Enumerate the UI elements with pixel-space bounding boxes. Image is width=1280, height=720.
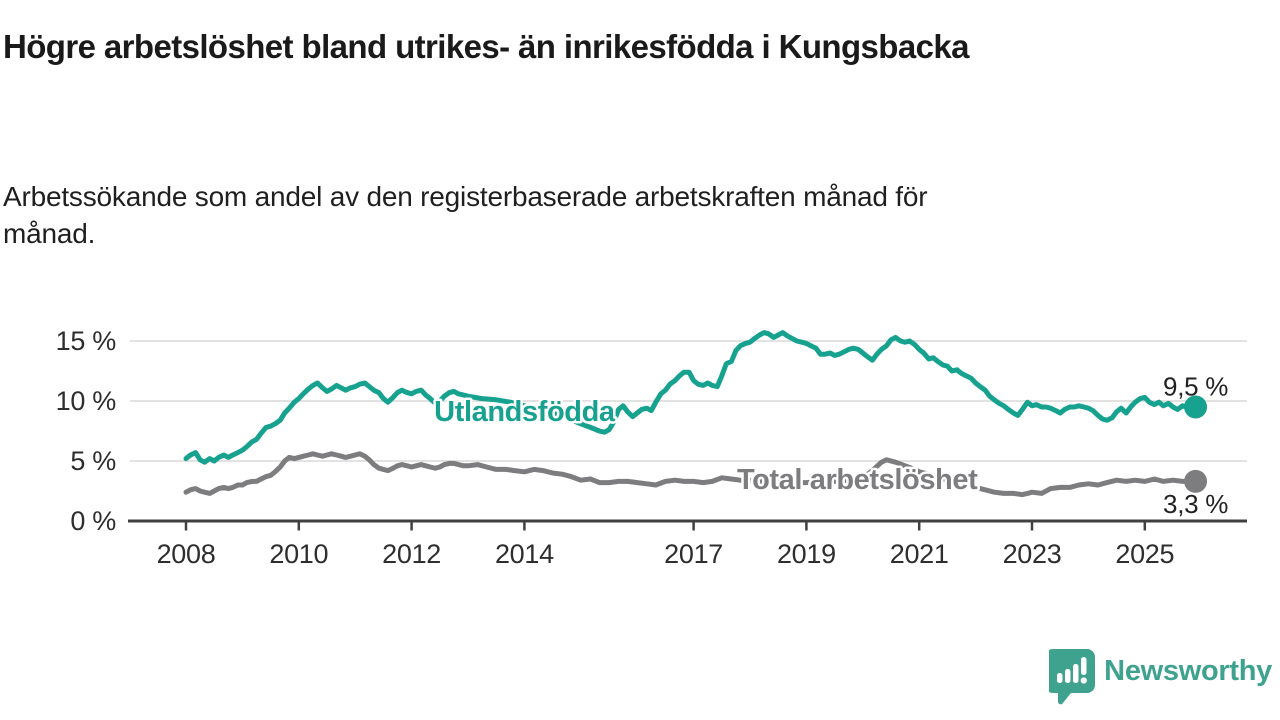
series-end-value-total-arbetsl-shet: 3,3 % [1163, 489, 1228, 519]
x-tick-label-2010: 2010 [269, 539, 328, 569]
y-tick-label-15: 15 % [56, 326, 117, 356]
y-tick-label-0: 0 % [70, 506, 116, 536]
series-label-total-arbetsl-shet: Total arbetslöshet [737, 464, 978, 496]
series-end-dot-utlandsf-dda [1184, 395, 1208, 419]
y-tick-label-5: 5 % [70, 446, 116, 476]
newsworthy-logo-icon [1049, 649, 1096, 705]
x-tick-label-2012: 2012 [382, 539, 441, 569]
x-tick-label-2023: 2023 [1003, 539, 1062, 569]
x-tick-label-2025: 2025 [1115, 539, 1174, 569]
series-end-dot-total-arbetsl-shet [1184, 469, 1208, 493]
chart-subtitle: Arbetssökande som andel av den registerb… [3, 181, 928, 249]
brand-footer: Newsworthy [1049, 649, 1272, 705]
x-tick-label-2014: 2014 [495, 539, 554, 569]
x-tick-label-2017: 2017 [664, 539, 723, 569]
series-end-value-utlandsf-dda: 9,5 % [1163, 372, 1228, 402]
series-line-total-arbetsl-shet [183, 451, 1199, 498]
brand-name: Newsworthy [1104, 655, 1272, 687]
chart-title: Högre arbetslöshet bland utrikes- än inr… [3, 28, 969, 65]
x-tick-label-2008: 2008 [157, 539, 216, 569]
y-tick-label-10: 10 % [56, 386, 117, 416]
x-tick-label-2021: 2021 [890, 539, 949, 569]
series-line-utlandsf-dda [183, 330, 1199, 465]
x-tick-label-2019: 2019 [777, 539, 836, 569]
series-label-utlandsf-dda: Utlandsfödda [434, 396, 616, 428]
